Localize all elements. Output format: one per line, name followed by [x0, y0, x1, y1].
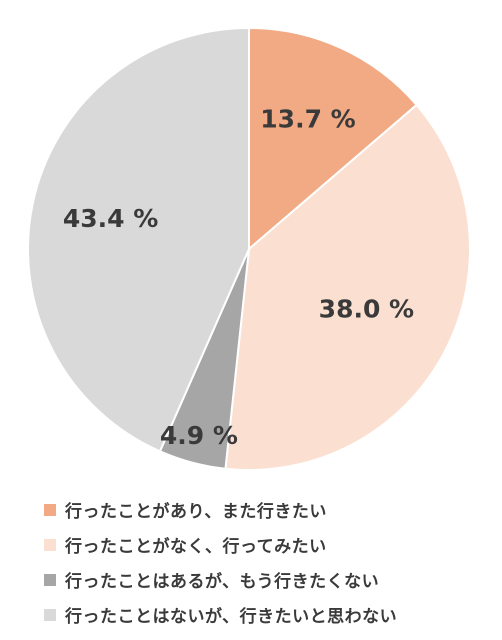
legend-label: 行ったことがあり、また行きたい	[65, 502, 327, 522]
legend-item-1: 行ったことがあり、また行きたい	[44, 492, 397, 527]
pie-chart: 13.7 % 38.0 % 4.9 % 43.4 %	[27, 26, 471, 471]
legend-swatch	[44, 503, 56, 516]
legend-swatch	[44, 608, 56, 621]
legend-swatch	[44, 573, 56, 586]
pie-slice-1	[248, 26, 419, 252]
chart-legend: 行ったことがあり、また行きたい 行ったことがなく、行ってみたい行ったことはあるが、…	[44, 492, 397, 632]
legend-item-4: 行ったことはないが、行きたいと思わない	[44, 597, 397, 632]
pie-slices	[27, 26, 471, 471]
legend-label: 行ったことがなく、行ってみたい	[65, 537, 327, 557]
data-label-slice-2: 38.0 %	[319, 295, 414, 324]
legend-item-2: 行ったことがなく、行ってみたい	[44, 527, 397, 562]
pie-slice-2	[224, 103, 471, 471]
pie-data-labels: 13.7 % 38.0 % 4.9 % 43.4 %	[63, 105, 414, 450]
legend-swatch	[44, 538, 56, 551]
data-label-slice-1: 13.7 %	[260, 105, 355, 134]
data-label-slice-3: 4.9 %	[160, 421, 238, 450]
pie-slice-4	[27, 26, 250, 453]
legend-label: 行ったことはあるが、もう行きたくない	[65, 572, 380, 592]
legend-item-3: 行ったことはあるが、もう行きたくない	[44, 562, 397, 597]
legend-label: 行ったことはないが、行きたいと思わない	[65, 607, 398, 627]
data-label-slice-4: 43.4 %	[63, 204, 158, 233]
